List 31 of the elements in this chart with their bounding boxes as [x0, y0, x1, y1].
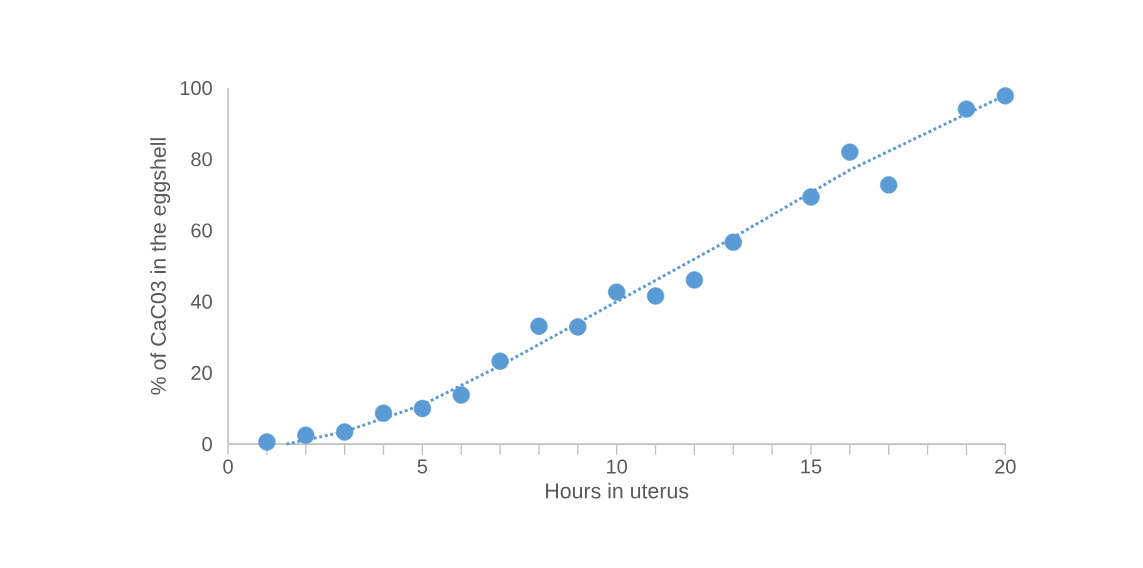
- point: [802, 188, 820, 206]
- point: [335, 423, 354, 441]
- x-tick-label: 0: [223, 459, 233, 474]
- point: [491, 352, 509, 370]
- point: [646, 287, 665, 305]
- y-tick-label: 100: [180, 80, 212, 96]
- y-tick-label: 60: [191, 223, 212, 238]
- point: [374, 404, 393, 422]
- y-axis-title: % of CaC03 in the eggshell: [150, 138, 171, 395]
- x-axis-title: Hours in uterus: [546, 482, 689, 499]
- point: [569, 318, 587, 336]
- point: [841, 143, 859, 161]
- point: [957, 100, 976, 118]
- point: [297, 426, 315, 444]
- y-tick-label: 0: [202, 436, 212, 452]
- x-tick-label: 10: [607, 459, 628, 474]
- x-tick-label: 15: [801, 459, 822, 474]
- point: [685, 271, 704, 289]
- point: [996, 87, 1014, 105]
- x-tick-label: 5: [417, 459, 428, 474]
- x-tick-label: 20: [995, 459, 1016, 474]
- y-tick-label: 80: [191, 152, 212, 167]
- y-tick-label: 40: [190, 294, 212, 309]
- point: [413, 399, 432, 418]
- y-tick-label: 20: [191, 365, 212, 380]
- point: [258, 433, 276, 451]
- point: [880, 176, 898, 194]
- point: [452, 386, 470, 404]
- point: [530, 317, 548, 335]
- point: [608, 283, 626, 301]
- point: [724, 233, 742, 251]
